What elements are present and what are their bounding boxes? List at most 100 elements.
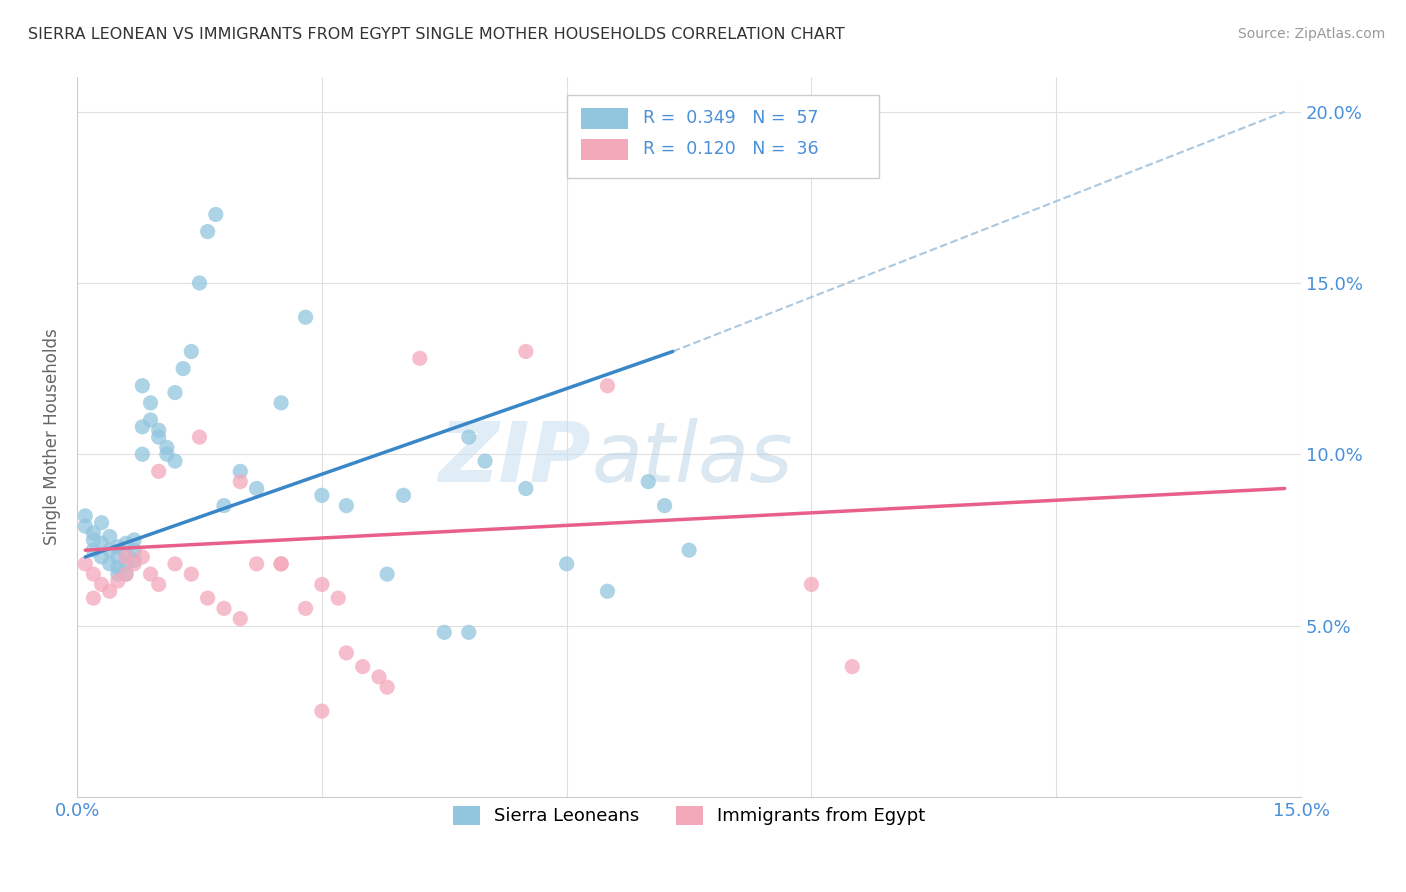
Point xyxy=(246,482,269,496)
FancyBboxPatch shape xyxy=(567,95,879,178)
Point xyxy=(229,464,252,478)
Point xyxy=(270,557,292,571)
Legend: Sierra Leoneans, Immigrants from Egypt: Sierra Leoneans, Immigrants from Egypt xyxy=(444,797,935,835)
Point xyxy=(204,207,226,221)
Point xyxy=(90,549,112,564)
Point xyxy=(107,560,129,574)
Point xyxy=(311,704,333,718)
Point xyxy=(457,625,479,640)
Point xyxy=(107,574,129,588)
Point xyxy=(115,567,138,582)
Point xyxy=(515,482,537,496)
Point xyxy=(368,670,391,684)
Point xyxy=(311,488,333,502)
Point xyxy=(115,536,138,550)
Point xyxy=(311,577,333,591)
Point xyxy=(392,488,415,502)
Point xyxy=(82,591,104,606)
FancyBboxPatch shape xyxy=(581,138,628,161)
Text: atlas: atlas xyxy=(591,418,793,500)
Point xyxy=(98,529,121,543)
Point xyxy=(122,543,145,558)
Point xyxy=(122,553,145,567)
Point xyxy=(139,396,162,410)
Point xyxy=(335,499,357,513)
Point xyxy=(131,549,153,564)
Point xyxy=(555,557,578,571)
Point xyxy=(294,310,316,325)
Point xyxy=(131,378,153,392)
Point xyxy=(212,499,235,513)
Point xyxy=(90,536,112,550)
Point xyxy=(270,396,292,410)
Point xyxy=(75,519,97,533)
Point xyxy=(163,454,186,468)
FancyBboxPatch shape xyxy=(581,108,628,129)
Point xyxy=(98,584,121,599)
Point xyxy=(82,533,104,547)
Point xyxy=(115,549,138,564)
Point xyxy=(148,577,170,591)
Point xyxy=(229,475,252,489)
Point xyxy=(82,526,104,541)
Point xyxy=(163,557,186,571)
Point xyxy=(148,464,170,478)
Point xyxy=(98,557,121,571)
Point xyxy=(82,543,104,558)
Point xyxy=(433,625,456,640)
Point xyxy=(678,543,700,558)
Point xyxy=(474,454,496,468)
Text: R =  0.120   N =  36: R = 0.120 N = 36 xyxy=(643,140,818,159)
Point xyxy=(596,378,619,392)
Text: SIERRA LEONEAN VS IMMIGRANTS FROM EGYPT SINGLE MOTHER HOUSEHOLDS CORRELATION CHA: SIERRA LEONEAN VS IMMIGRANTS FROM EGYPT … xyxy=(28,27,845,42)
Point xyxy=(197,225,219,239)
Point xyxy=(188,276,211,290)
Point xyxy=(107,540,129,554)
Point xyxy=(156,447,179,461)
Text: ZIP: ZIP xyxy=(439,418,591,500)
Point xyxy=(841,659,863,673)
Point xyxy=(654,499,676,513)
Point xyxy=(375,680,398,694)
Point xyxy=(294,601,316,615)
Point xyxy=(800,577,823,591)
Point xyxy=(197,591,219,606)
Point xyxy=(229,612,252,626)
Point xyxy=(131,447,153,461)
Point xyxy=(328,591,350,606)
Point xyxy=(335,646,357,660)
Text: Source: ZipAtlas.com: Source: ZipAtlas.com xyxy=(1237,27,1385,41)
Point xyxy=(98,543,121,558)
Y-axis label: Single Mother Households: Single Mother Households xyxy=(44,329,60,546)
Point xyxy=(375,567,398,582)
Point xyxy=(107,549,129,564)
Point xyxy=(131,420,153,434)
Text: R =  0.349   N =  57: R = 0.349 N = 57 xyxy=(643,110,818,128)
Point xyxy=(75,508,97,523)
Point xyxy=(246,557,269,571)
Point xyxy=(457,430,479,444)
Point xyxy=(139,567,162,582)
Point xyxy=(82,567,104,582)
Point xyxy=(107,567,129,582)
Point xyxy=(172,361,194,376)
Point xyxy=(188,430,211,444)
Point xyxy=(163,385,186,400)
Point xyxy=(515,344,537,359)
Point xyxy=(596,584,619,599)
Point xyxy=(122,557,145,571)
Point xyxy=(637,475,659,489)
Point xyxy=(122,533,145,547)
Point xyxy=(90,577,112,591)
Point xyxy=(180,344,202,359)
Point xyxy=(270,557,292,571)
Point xyxy=(75,557,97,571)
Point xyxy=(115,567,138,582)
Point xyxy=(90,516,112,530)
Point xyxy=(409,351,432,366)
Point xyxy=(139,413,162,427)
Point xyxy=(180,567,202,582)
Point xyxy=(352,659,374,673)
Point xyxy=(148,430,170,444)
Point xyxy=(156,441,179,455)
